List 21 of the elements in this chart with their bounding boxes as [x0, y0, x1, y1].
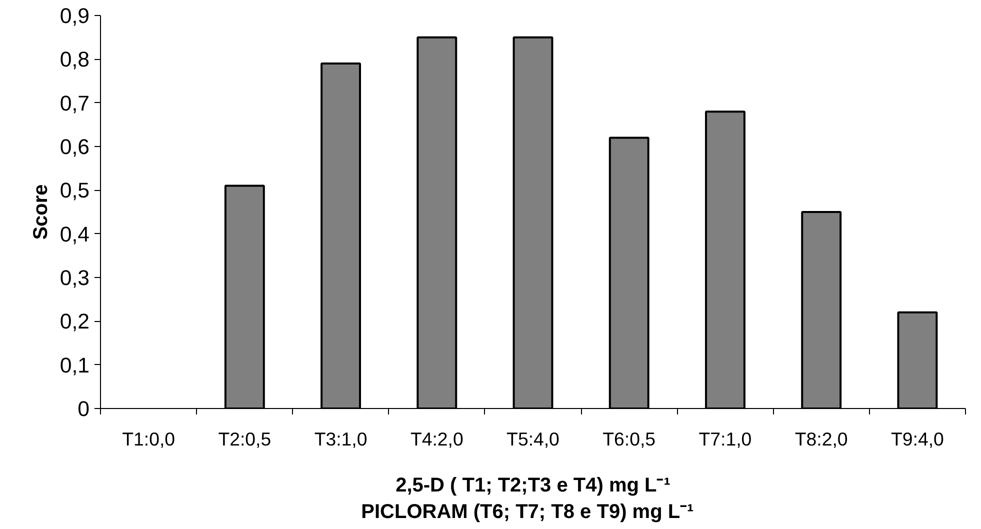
y-tick-label: 0,2: [60, 310, 90, 334]
y-tick-label: 0,7: [60, 91, 90, 116]
y-tick-label: 0,4: [60, 222, 90, 246]
y-tick-label: 0,5: [60, 178, 90, 203]
x-tick-label: T1:0,0: [122, 428, 175, 450]
y-tick-label: 0,1: [60, 353, 90, 378]
y-axis-title: Score: [30, 184, 52, 240]
x-tick-label: T9:4,0: [891, 428, 944, 450]
y-tick-label: 0,8: [60, 48, 90, 72]
x-tick-label: T2:0,5: [218, 428, 272, 450]
y-tick-label: 0,9: [60, 4, 90, 28]
x-tick-label: T5:4,0: [506, 428, 560, 450]
y-tick-label: 0: [78, 397, 90, 421]
x-tick-label: T6:0,5: [602, 428, 656, 450]
x-tick-label: T4:2,0: [410, 428, 464, 450]
y-tick-label: 0,6: [60, 135, 90, 159]
x-tick-label: T8:2,0: [794, 428, 848, 450]
y-tick-label: 0,3: [60, 266, 90, 290]
x-axis-title: 2,5-D ( T1; T2;T3 e T4) mg L⁻¹ PICLORAM (T6; T7; T8 e T9) mg L⁻¹: [361, 474, 694, 523]
x-tick-label: T7:1,0: [698, 428, 752, 450]
x-tick-label: T3:1,0: [314, 428, 368, 450]
